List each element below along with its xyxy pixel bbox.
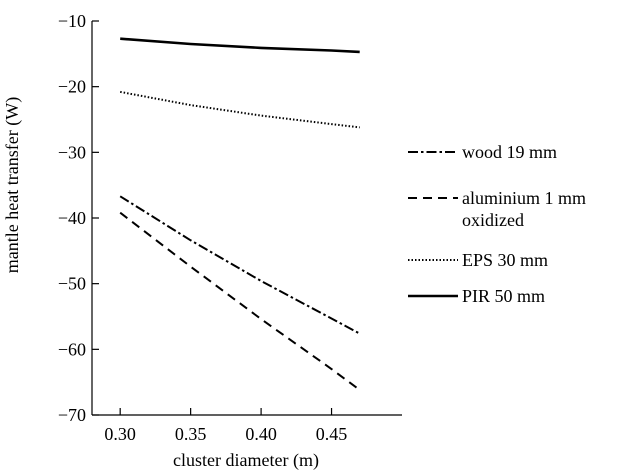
legend-label: EPS 30 mm — [462, 250, 548, 270]
y-tick-label: −20 — [58, 77, 86, 97]
x-axis-label: cluster diameter (m) — [173, 450, 319, 471]
y-axis-label: mantle heat transfer (W) — [2, 97, 23, 273]
series-line — [120, 37, 360, 54]
x-tick-label: 0.40 — [245, 424, 277, 444]
x-tick-label: 0.35 — [175, 424, 207, 444]
y-tick-label: −50 — [58, 274, 86, 294]
series-line — [120, 90, 360, 129]
y-tick-label: −10 — [58, 11, 86, 31]
legend-label: wood 19 mm — [462, 142, 557, 162]
series-line — [119, 211, 361, 391]
legend-label: oxidized — [462, 210, 524, 230]
legend-label: aluminium 1 mm — [462, 188, 586, 208]
x-tick-label: 0.45 — [316, 424, 348, 444]
y-tick-label: −40 — [58, 208, 86, 228]
y-tick-label: −30 — [58, 142, 86, 162]
y-tick-label: −60 — [58, 339, 86, 359]
series-layer — [119, 37, 361, 391]
legend-label: PIR 50 mm — [462, 286, 545, 306]
series-line — [119, 195, 361, 335]
axes: −10 −20 −30 −40 −50 −60 −70 0.30 0.35 0.40 0.45 — [58, 11, 402, 444]
y-tick-label: −70 — [58, 405, 86, 425]
x-tick-label: 0.30 — [104, 424, 136, 444]
